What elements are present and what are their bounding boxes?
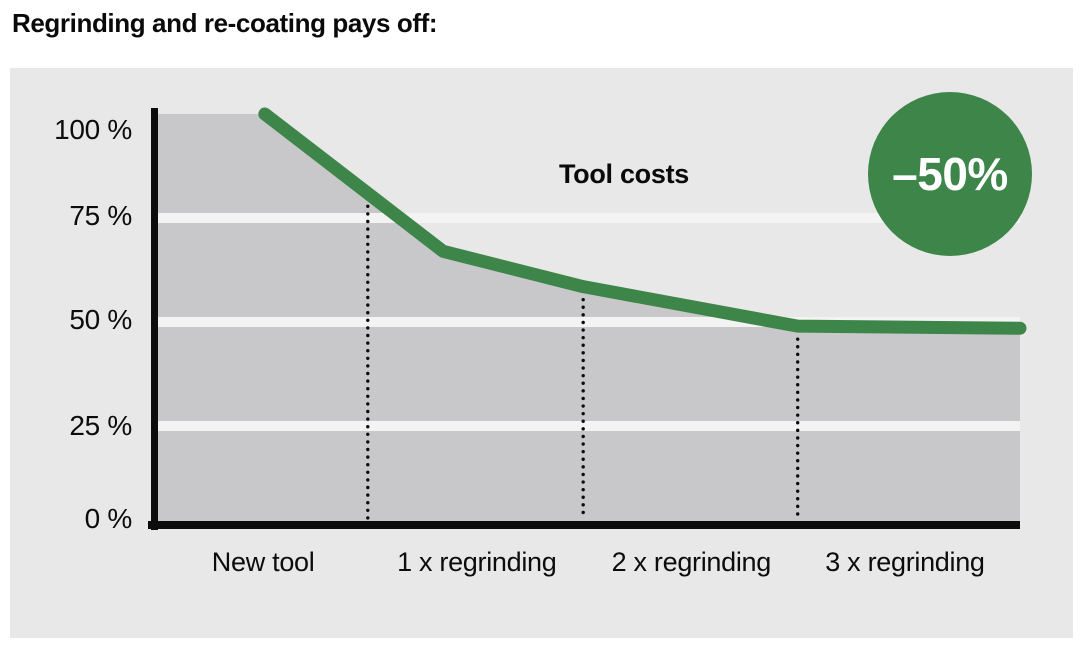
- y-axis-tick-label-100: 100 %: [54, 114, 132, 145]
- y-axis-tick-label-50: 50 %: [69, 304, 132, 335]
- x-axis-label-new-tool: New tool: [211, 547, 315, 577]
- chart-panel: 100 % 75 % 50 % 25 % 0 % New tool 1 x re…: [10, 68, 1073, 638]
- discount-badge: –50%: [868, 92, 1032, 256]
- y-axis-tick-label-75: 75 %: [69, 200, 132, 231]
- y-axis-tick-label-25: 25 %: [69, 410, 132, 441]
- x-axis-label-2x-regrinding: 2 x regrinding: [611, 547, 772, 577]
- discount-badge-text: –50%: [892, 148, 1008, 200]
- x-axis-label-1x-regrinding: 1 x regrinding: [397, 547, 557, 577]
- figure-title: Regrinding and re-coating pays off:: [12, 8, 438, 38]
- y-axis-tick-label-0: 0 %: [84, 503, 133, 534]
- chart-svg: [148, 107, 1027, 530]
- series-label-tool-costs: Tool costs: [558, 159, 689, 189]
- x-axis-label-3x-regrinding: 3 x regrinding: [825, 547, 985, 577]
